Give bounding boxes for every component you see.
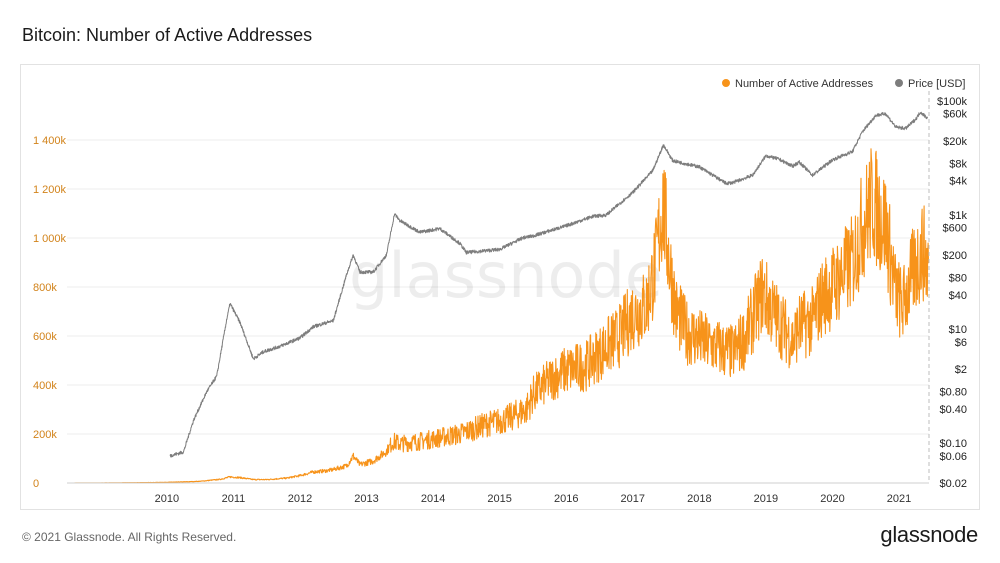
x-axis-tick-label: 2014 bbox=[421, 493, 445, 505]
x-axis-tick-label: 2018 bbox=[687, 493, 711, 505]
legend-price-marker bbox=[895, 79, 903, 87]
watermark: glassnode bbox=[349, 239, 663, 312]
chart-frame: glassnode 0 200k 400k 600k 800k 1 000k 1 200k 1… bbox=[20, 64, 980, 510]
x-axis-tick-label: 2011 bbox=[222, 493, 246, 505]
legend-price-label: Price [USD] bbox=[908, 78, 965, 90]
left-axis-tick-label: 0 bbox=[33, 478, 39, 490]
right-axis-tick-label: $1k bbox=[949, 210, 967, 222]
copyright-footer: © 2021 Glassnode. All Rights Reserved. bbox=[22, 530, 237, 544]
x-axis-tick-label: 2019 bbox=[754, 493, 778, 505]
right-axis-tick-label: $2 bbox=[955, 364, 967, 376]
x-axis-tick-label: 2015 bbox=[487, 493, 511, 505]
left-axis-tick-label: 200k bbox=[33, 429, 57, 441]
right-axis-tick-label: $10 bbox=[949, 324, 967, 336]
x-axis-tick-label: 2020 bbox=[820, 493, 844, 505]
x-axis-tick-label: 2012 bbox=[288, 493, 312, 505]
right-axis-tick-label: $0.80 bbox=[939, 387, 967, 399]
right-axis-tick-label: $0.02 bbox=[939, 478, 967, 490]
legend-active-addresses-label: Number of Active Addresses bbox=[735, 78, 874, 90]
right-axis-tick-label: $0.40 bbox=[939, 404, 967, 416]
left-axis-tick-label: 400k bbox=[33, 380, 57, 392]
active-addresses-series-line bbox=[66, 148, 930, 484]
left-axis-tick-label: 1 200k bbox=[33, 184, 67, 196]
left-axis-tick-label: 600k bbox=[33, 331, 57, 343]
price-series-line bbox=[169, 111, 929, 458]
x-axis-tick-label: 2017 bbox=[621, 493, 645, 505]
right-axis-tick-label: $6 bbox=[955, 337, 967, 349]
left-axis-tick-label: 1 000k bbox=[33, 233, 67, 245]
x-axis-tick-label: 2010 bbox=[155, 493, 179, 505]
active-addresses-chart: glassnode 0 200k 400k 600k 800k 1 000k 1 200k 1… bbox=[33, 78, 967, 505]
right-axis-tick-label: $60k bbox=[943, 109, 967, 121]
right-axis-tick-label: $40 bbox=[949, 290, 967, 302]
right-axis-tick-label: $80 bbox=[949, 273, 967, 285]
chart-title: Bitcoin: Number of Active Addresses bbox=[22, 25, 313, 45]
right-axis-tick-label: $200 bbox=[943, 250, 967, 262]
left-axis-tick-label: 1 400k bbox=[33, 135, 67, 147]
x-axis-tick-label: 2021 bbox=[887, 493, 911, 505]
legend-active-addresses-marker bbox=[722, 79, 730, 87]
right-axis-tick-label: $20k bbox=[943, 136, 967, 148]
right-axis-tick-label: $100k bbox=[937, 96, 967, 108]
x-axis-tick-label: 2013 bbox=[354, 493, 378, 505]
right-axis-tick-label: $0.06 bbox=[939, 451, 967, 463]
right-axis-tick-label: $4k bbox=[949, 176, 967, 188]
right-axis-tick-label: $8k bbox=[949, 159, 967, 171]
x-axis-tick-label: 2016 bbox=[554, 493, 578, 505]
right-axis-tick-label: $0.10 bbox=[939, 438, 967, 450]
glassnode-logo: glassnode bbox=[880, 522, 978, 547]
right-axis-tick-label: $600 bbox=[943, 223, 967, 235]
left-axis-tick-label: 800k bbox=[33, 282, 57, 294]
